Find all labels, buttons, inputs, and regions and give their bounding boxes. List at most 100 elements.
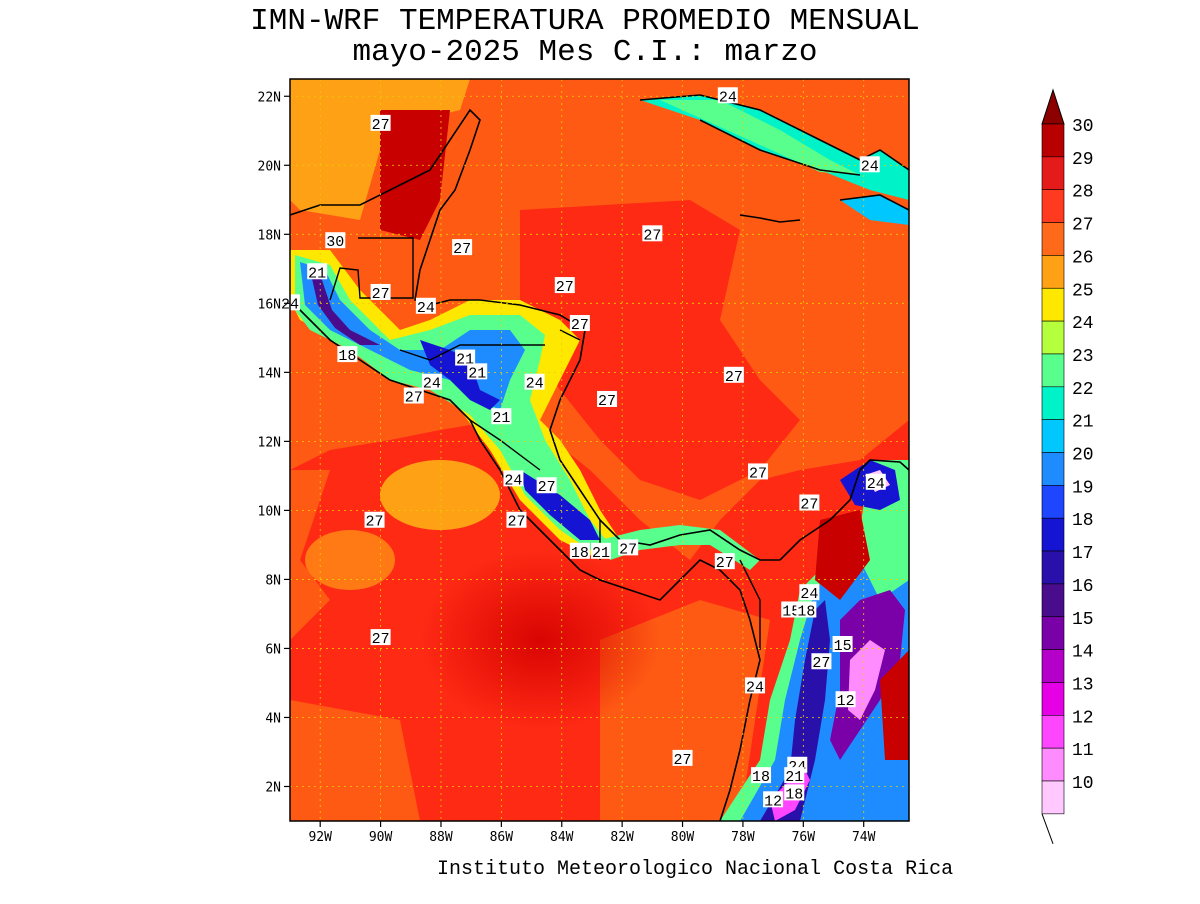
contour-label: 21 [491,408,512,427]
caribbean-coast [290,108,780,561]
colorbar-level-label: 19 [1072,478,1094,498]
field-26-patch2 [305,530,395,590]
contour-label-text: 27 [453,241,471,258]
contour-label-text: 27 [405,390,423,407]
contour-label: 27 [569,315,590,334]
contour-label-text: 18 [797,603,815,620]
lon-tick-label: 90W [369,830,393,845]
colorbar-level-label: 12 [1072,708,1094,728]
colorbar-swatch [1041,189,1065,223]
contour-label: 27 [811,653,832,672]
contour-label-bg [325,232,346,249]
contour-label-text: 27 [507,514,525,531]
contour-label-bg [370,114,391,131]
contour-label-bg [748,463,769,480]
contour-label-bg [491,408,512,425]
colorbar-swatch [1041,747,1065,782]
contour-label-text: 21 [592,545,610,562]
field-honduras-cold [420,340,500,410]
lon-tick-label: 92W [308,830,332,845]
contour-label-bg [865,473,886,490]
contour-label-text: 30 [326,234,344,251]
contour-label: 27 [452,239,473,258]
contour-label-text: 27 [716,555,734,572]
lat-tick-label: 18N [258,228,281,243]
contour-label-text: 27 [749,465,767,482]
contour-label: 18 [569,542,590,562]
honduras-border [399,344,545,361]
contour-label-text: 27 [571,317,589,334]
contour-label-bg [415,297,436,314]
contour-label: 30 [325,232,346,251]
contour-label-text: 24 [746,679,764,696]
lat-tick-label: 22N [258,90,281,105]
contour-label-text: 24 [861,158,879,175]
temperature-field [290,79,909,821]
colorbar-swatch [1041,616,1065,650]
colorbar-swatch [1041,452,1065,486]
contour-label-bg [781,601,802,618]
field-hispaniola [840,195,909,225]
map-title-line2: mayo-2025 Mes C.I.: marzo [352,35,818,70]
contour-label: 18 [751,767,772,786]
colorbar-swatch [1041,156,1065,191]
contour-label: 24 [415,297,436,317]
contour-label: 27 [799,494,820,513]
lon-tick-label: 80W [671,830,695,845]
colorbar-swatch [1041,485,1065,519]
contour-label-bg [569,315,590,332]
nicaragua-border [469,419,541,471]
lat-tick-label: 20N [258,159,281,174]
contour-label: 27 [748,463,769,482]
lon-tick-label: 84W [550,830,574,845]
colorbar-level-label: 26 [1072,248,1094,268]
contour-label: 24 [865,473,886,493]
contour-label-text: 27 [372,631,390,648]
colorbar-level-label: 16 [1072,577,1094,597]
lat-tick-label: 8N [265,573,281,588]
cuba-south-coast [699,119,861,176]
map-axes: 22N 20N 18N 16N 14N 12N 10N 8N 6N 4N 2N 92W 90W 88W 86… [258,90,876,845]
contour-label-text: 18 [571,545,589,562]
contour-label-bg [799,584,820,601]
field-26-patch [380,460,500,530]
contour-label: 15 [832,635,853,655]
contour-label-bg [859,156,880,173]
contour-label: 27 [554,277,575,296]
contour-label: 27 [672,749,693,769]
contour-label-bg [597,390,618,407]
contour-label: 27 [642,225,663,244]
lon-tick-label: 74W [852,830,876,845]
field-cuba-inner [660,100,860,175]
field-29-yucatan [380,110,450,240]
colorbar-swatch [1041,287,1065,322]
colorbar-swatch [1041,682,1065,716]
contour-label-bg [337,346,358,363]
colorbar-swatch [1041,123,1065,158]
graticule [290,79,909,821]
contour-label: 18 [337,346,358,365]
map-frame [289,78,910,822]
colorbar-level-label: 15 [1072,610,1094,630]
contour-label-bg [536,477,557,494]
contour-label: 27 [370,114,391,134]
contour-label-text: 27 [812,655,830,672]
contour-label-bg [717,87,738,104]
contour-label-bg [811,653,832,670]
contour-label: 18 [784,784,805,803]
contour-label: 27 [723,366,744,386]
lat-tick-label: 12N [258,435,281,450]
lat-tick-label: 2N [265,780,281,795]
contour-label-bg [307,263,328,280]
lon-tick-label: 88W [429,830,453,845]
lon-tick-label: 76W [792,830,816,845]
contour-label-text: 12 [764,793,782,810]
field-27-sw [290,700,420,821]
contour-label-bg [370,283,391,300]
colorbar-swatch [1041,419,1065,453]
contour-label-bg [796,601,817,618]
borders [329,237,761,650]
contour-label-bg [452,239,473,256]
contour-label-bg [618,539,639,556]
colorbar-level-label: 10 [1072,774,1094,794]
